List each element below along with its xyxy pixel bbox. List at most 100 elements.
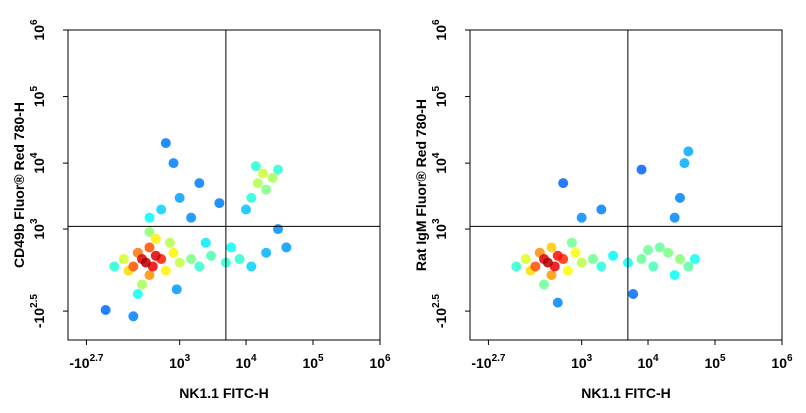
tick-label: 103 [29,218,47,240]
event-dot [258,168,269,179]
event-dot [539,279,550,290]
tick-base: 10 [31,158,47,174]
x-axis-label: NK1.1 FITC-H [179,385,268,401]
tick-label: 106 [431,19,449,41]
event-dot [171,284,182,295]
event-dot [689,254,700,265]
tick-label: 105 [704,353,726,371]
event-dot [144,270,155,281]
event-dot [100,305,111,316]
event-dot [648,261,659,272]
tick-base: 10 [235,355,251,371]
tick-label: 103 [169,353,191,371]
event-dot [608,250,619,261]
tick-base: -10 [433,308,449,328]
event-dot [160,265,171,276]
tick-base: -10 [69,355,89,371]
event-dot [109,261,120,272]
event-dot [246,261,257,272]
y-axis-label: Rat IgM Fluor® Red 780-H [413,99,429,271]
tick-label: 105 [29,86,47,108]
tick-power: 4 [29,152,40,158]
tick-base: 10 [704,355,720,371]
event-dot [186,254,197,265]
event-dot [164,237,175,248]
tick-label: -102.5 [29,294,47,329]
event-dot [663,247,674,258]
event-dot [128,311,139,322]
event-dot [241,204,252,215]
event-dot [150,250,161,261]
event-dot [674,192,685,203]
tick-label: -102.7 [69,353,104,371]
event-dot [679,158,690,169]
tick-power: 2.7 [492,353,506,364]
event-dot [520,254,531,265]
tick-power: 4 [251,353,257,364]
event-dot [562,265,573,276]
event-dot [683,146,694,157]
tick-label: 106 [369,353,391,371]
event-dot [168,158,179,169]
event-dot [137,279,148,290]
event-dot [267,172,278,183]
tick-base: -10 [471,355,491,371]
event-dot [643,244,654,255]
plot-frame [469,29,783,341]
tick-label: 104 [431,152,449,174]
event-dot [226,242,237,253]
tick-power: 5 [318,353,324,364]
event-dot [272,164,283,175]
event-dot [194,178,205,189]
event-dot [636,254,647,265]
event-dot [669,270,680,281]
event-dot [174,257,185,268]
event-dot [669,212,680,223]
tick-base: 10 [433,158,449,174]
event-dot [186,212,197,223]
tick-base: 10 [31,25,47,41]
tick-power: 6 [385,353,391,364]
tick-base: 10 [771,355,787,371]
tick-base: 10 [433,224,449,240]
event-dot [576,212,587,223]
tick-power: 3 [431,218,442,224]
event-dot [160,138,171,149]
tick-label: 104 [235,353,257,371]
tick-base: 10 [433,25,449,41]
event-dot [654,242,665,253]
tick-power: 5 [720,353,726,364]
tick-base: 10 [369,355,385,371]
event-dot [144,242,155,253]
tick-label: 103 [431,218,449,240]
event-dot [272,224,283,235]
event-dot [140,257,151,268]
event-dot [261,247,272,258]
event-dot [246,192,257,203]
tick-base: 10 [637,355,653,371]
tick-label: 105 [431,86,449,108]
event-dot [118,254,129,265]
event-dot [194,261,205,272]
tick-power: 6 [787,353,793,364]
tick-base: 10 [31,91,47,107]
event-dot [596,204,607,215]
tick-label: 105 [302,353,324,371]
tick-power: 3 [587,353,593,364]
event-dot [144,212,155,223]
event-dot [200,237,211,248]
event-dot [174,192,185,203]
event-dot [234,254,245,265]
tick-power: 6 [29,19,40,25]
tick-power: 3 [185,353,191,364]
tick-power: 4 [653,353,659,364]
event-dot [566,237,577,248]
tick-label: -102.7 [471,353,506,371]
event-dot [156,204,167,215]
tick-base: -10 [31,308,47,328]
tick-power: 5 [431,86,442,92]
event-dot [511,261,522,272]
tick-power: 4 [431,152,442,158]
tick-base: 10 [433,91,449,107]
